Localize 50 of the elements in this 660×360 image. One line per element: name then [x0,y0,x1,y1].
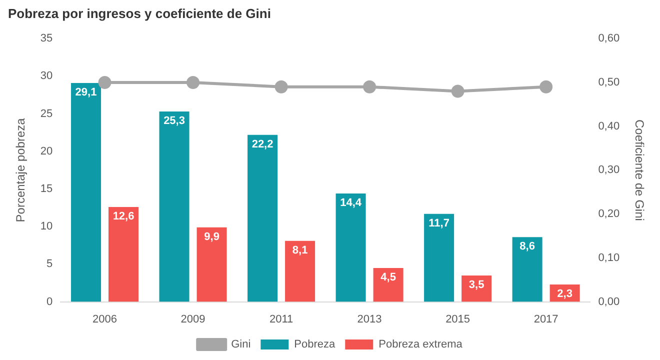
x-tick-label: 2015 [446,313,470,326]
legend-label: Pobreza extrema [378,338,464,351]
y2-tick-label: 0,40 [598,120,620,132]
data-label: 22,2 [252,138,274,150]
data-label: 29,1 [75,86,97,98]
x-tick-label: 2013 [357,313,382,326]
bar [248,134,278,302]
y2-tick-label: 0,50 [598,76,620,88]
bar [512,237,542,302]
y-tick-label: 35 [40,32,53,45]
bar [462,275,492,302]
data-label: 3,5 [468,279,484,292]
bar [373,268,404,302]
y-axis-title: Porcentaje pobreza [14,118,28,222]
y-tick-label: 20 [40,145,53,158]
data-label: 4,5 [380,271,396,284]
y2-tick-label: 0,60 [598,32,620,45]
y-tick-label: 5 [46,258,53,270]
y-tick-label: 0 [46,296,53,308]
x-tick-label: 2009 [180,313,206,326]
data-label: 14,4 [340,197,362,210]
y-tick-label: 15 [40,183,53,196]
y2-tick-label: 0,20 [598,208,620,220]
bar [285,240,316,302]
y-tick-label: 30 [40,70,53,82]
x-tick-label: 2006 [92,313,118,326]
data-label: 9,9 [204,230,220,243]
data-label: 11,7 [428,217,450,230]
data-label: 12,6 [112,210,134,223]
bar [108,207,139,302]
x-tick-label: 2011 [269,313,294,326]
bar [424,214,454,302]
y-tick-label: 25 [40,108,53,120]
bar [196,227,227,302]
data-label: 8,1 [292,244,308,256]
bar [336,194,366,302]
legend-label: Gini [231,338,251,351]
bar [159,112,190,302]
y2-axis-title: Coeficiente de Gini [632,120,646,221]
data-label: 25,3 [164,115,185,128]
y2-tick-label: 0,10 [598,252,620,264]
legend-label: Pobreza [294,338,336,351]
data-label: 8,6 [520,240,535,253]
y2-tick-label: 0,00 [598,296,620,308]
chart-title: Pobreza por ingresos y coeficiente de Gini [8,6,271,21]
y2-tick-label: 0,30 [598,164,620,176]
data-label: 2,3 [557,288,572,300]
bar [71,82,102,302]
x-tick-label: 2017 [534,313,558,326]
y-tick-label: 10 [40,220,53,233]
